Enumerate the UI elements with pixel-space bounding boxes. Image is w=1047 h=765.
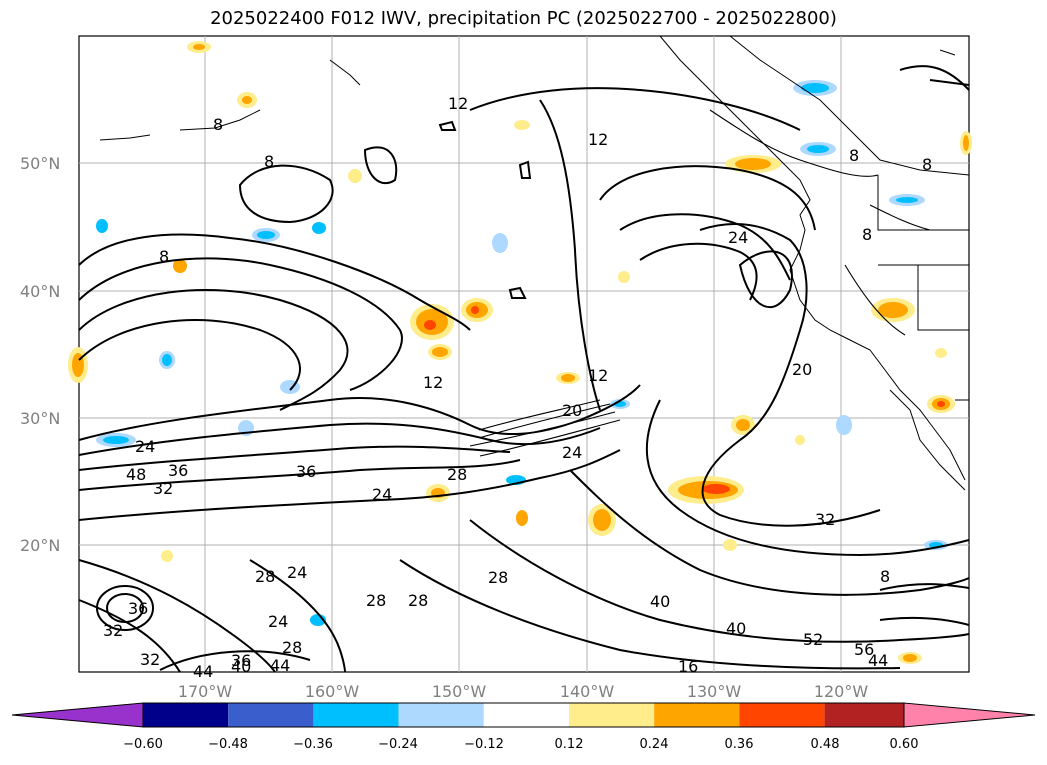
contour-label: 28: [488, 568, 508, 587]
map-title: 2025022400 F012 IWV, precipitation PC (2…: [210, 8, 837, 29]
colorbar-segment: [143, 703, 229, 727]
contour-label: 12: [588, 366, 608, 385]
colorbar-tick-label: −0.60: [123, 737, 163, 752]
contour-label: 24: [562, 443, 582, 462]
contour-label: 28: [255, 567, 275, 586]
colorbar-extend-low: [11, 702, 144, 728]
contour-label: 8: [922, 155, 932, 174]
colorbar-tick-label: −0.48: [208, 737, 248, 752]
contour-label: 20: [792, 360, 812, 379]
colorbar-segment: [739, 703, 825, 727]
contour-label: 24: [135, 437, 155, 456]
lon-label-140w: 140°W: [560, 682, 615, 701]
contour-label: 44: [193, 662, 213, 681]
contour-label: 48: [126, 465, 146, 484]
colorbar-segment: [654, 703, 740, 727]
colorbar-segment: [398, 703, 484, 727]
contour-label: 28: [447, 465, 467, 484]
iwv-contours: [78, 65, 970, 673]
contour-label: 8: [264, 152, 274, 171]
contour-label: 12: [588, 130, 608, 149]
contour-label: 32: [153, 479, 173, 498]
contour-label: 8: [159, 247, 169, 266]
colorbar-tick-label: 0.48: [811, 737, 840, 752]
contour-label: 12: [448, 94, 468, 113]
contour-label: 36: [168, 461, 188, 480]
contour-label: 28: [366, 591, 386, 610]
contour-label: 8: [849, 146, 859, 165]
contour-labels: 12 12 8 8 8 8 8 8 24 20 12 12 20 24 24 2…: [103, 94, 932, 681]
colorbar-extend-high: [903, 702, 1036, 728]
contour-label: 32: [815, 510, 835, 529]
contour-label: 28: [408, 591, 428, 610]
contour-label: 24: [728, 228, 748, 247]
contour-label: 8: [862, 225, 872, 244]
colorbar-tick-label: −0.12: [464, 737, 504, 752]
contour-label: 56: [854, 640, 874, 659]
colorbar-frame: [142, 702, 905, 728]
contour-label: 52: [803, 630, 823, 649]
colorbar-tick-label: 0.24: [640, 737, 669, 752]
contour-label: 12: [423, 373, 443, 392]
contour-label: 40: [231, 657, 251, 676]
longitude-labels: 170°W 160°W 150°W 140°W 130°W 120°W: [178, 682, 869, 701]
colorbar-tick-label: −0.24: [378, 737, 418, 752]
colorbar-segment: [483, 703, 569, 727]
colorbar-tick-label: 0.36: [725, 737, 754, 752]
contour-label: 24: [372, 485, 392, 504]
map-area: 12 12 8 8 8 8 8 8 24 20 12 12 20 24 24 2…: [20, 35, 972, 701]
contour-label: 8: [880, 567, 890, 586]
coastline: [99, 35, 970, 491]
lat-label-20n: 20°N: [20, 536, 60, 555]
colorbar-tick-labels: −0.60 −0.48 −0.36 −0.24 −0.12 0.12 0.24 …: [123, 737, 918, 752]
contour-label: 44: [270, 656, 290, 675]
contour-label: 32: [140, 650, 160, 669]
contour-label: 20: [562, 401, 582, 420]
contour-label: 36: [296, 462, 316, 481]
latitude-labels: 50°N 40°N 30°N 20°N: [20, 154, 60, 555]
colorbar: −0.60 −0.48 −0.36 −0.24 −0.12 0.12 0.24 …: [11, 702, 1036, 752]
contour-label: 32: [103, 621, 123, 640]
lon-label-130w: 130°W: [687, 682, 742, 701]
contour-label: 44: [868, 651, 888, 670]
lat-label-30n: 30°N: [20, 409, 60, 428]
lat-label-40n: 40°N: [20, 282, 60, 301]
lon-label-170w: 170°W: [178, 682, 233, 701]
contour-label: 24: [268, 612, 288, 631]
contour-label: 40: [726, 619, 746, 638]
colorbar-segment: [228, 703, 314, 727]
colorbar-segment: [569, 703, 655, 727]
contour-label: 36: [231, 651, 251, 670]
colorbar-tick-label: 0.12: [555, 737, 584, 752]
lat-label-50n: 50°N: [20, 154, 60, 173]
contour-label: 36: [128, 599, 148, 618]
colorbar-tick-label: 0.60: [890, 737, 919, 752]
colorbar-tick-label: −0.36: [293, 737, 333, 752]
lon-label-150w: 150°W: [432, 682, 487, 701]
colorbar-segment: [824, 703, 905, 727]
lon-label-160w: 160°W: [305, 682, 360, 701]
iwv-contours-thin: [469, 109, 931, 457]
contour-label: 16: [678, 657, 698, 676]
colorbar-segment: [313, 703, 399, 727]
contour-label: 28: [282, 638, 302, 657]
contour-label: 24: [287, 563, 307, 582]
contour-label: 8: [213, 115, 223, 134]
contour-label: 40: [650, 592, 670, 611]
lon-label-120w: 120°W: [814, 682, 869, 701]
